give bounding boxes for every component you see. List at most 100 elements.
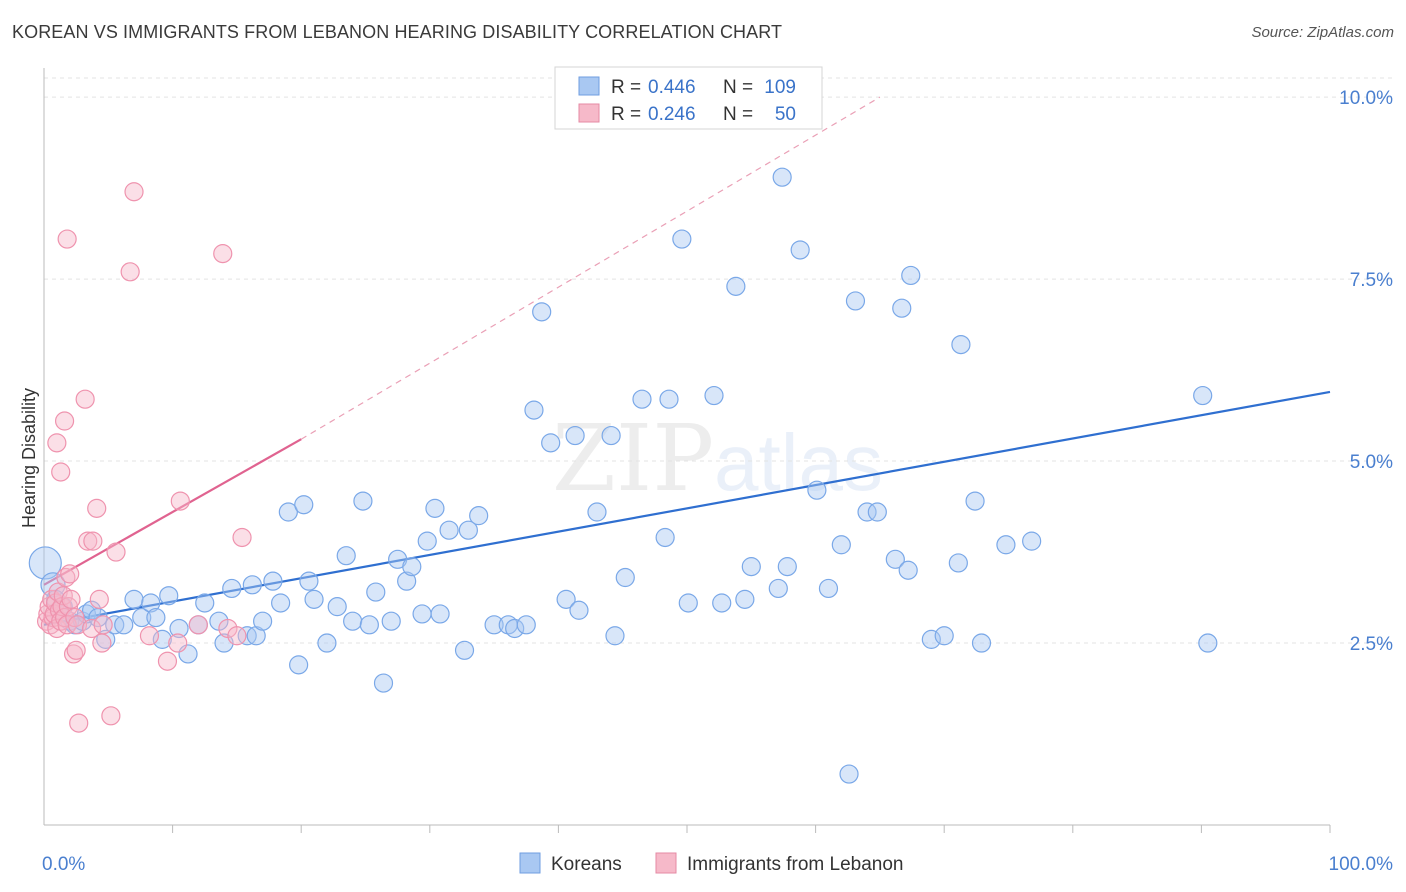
watermark-atlas: atlas [714,418,883,507]
point-lebanon [66,640,86,660]
point-lebanon [170,491,190,511]
point-koreans [678,593,698,613]
point-lebanon [227,626,247,646]
point-koreans [417,531,437,551]
point-koreans [141,593,161,613]
point-lebanon [93,615,113,635]
point-koreans [263,571,283,591]
point-koreans [524,400,544,420]
data-points [28,167,1218,784]
y-tick-label: 2.5% [1350,634,1393,655]
source-note: Source: ZipAtlas.com [1251,24,1394,41]
point-koreans [857,502,877,522]
point-koreans [454,640,475,660]
point-koreans [304,589,324,609]
point-koreans [469,506,489,526]
point-koreans [901,265,921,286]
x-tick-label-min: 0.0% [42,854,85,875]
point-koreans [271,593,291,613]
trend-line-lebanon [43,438,302,586]
point-koreans [169,618,189,639]
point-lebanon [75,389,95,409]
y-axis-label: Hearing Disability [19,388,39,528]
point-koreans [569,600,589,620]
point-koreans [892,298,912,318]
point-koreans [807,480,827,500]
legend-r-value-lebanon: 0.246 [648,104,696,125]
point-koreans [381,611,401,631]
point-koreans [965,491,985,511]
legend-r-value-koreans: 0.446 [648,77,696,98]
point-koreans [439,520,459,540]
point-koreans [28,546,62,580]
point-lebanon [157,651,178,671]
legend-n-label-koreans: N = [723,77,753,98]
point-koreans [402,557,422,577]
point-koreans [735,589,755,609]
bottom-legend-label-koreans: Koreans [551,854,622,875]
legend-r-label-lebanon: R = [611,104,641,125]
point-koreans [124,589,144,609]
point-lebanon [81,618,102,639]
point-koreans [601,425,621,446]
point-lebanon [106,542,126,562]
y-tick-label: 5.0% [1350,452,1393,473]
point-koreans [948,553,968,573]
point-koreans [741,557,761,577]
trend-line-koreans [43,390,1331,626]
point-lebanon [65,607,85,628]
point-lebanon [54,411,75,431]
point-koreans [1198,633,1218,653]
point-koreans [605,626,625,646]
point-koreans [996,535,1016,555]
point-koreans [132,607,152,628]
point-koreans [777,557,797,577]
point-koreans [159,586,179,606]
point-koreans [366,582,386,602]
point-koreans [885,549,905,569]
point-lebanon [61,589,81,609]
point-koreans [672,229,692,249]
point-koreans [412,604,432,624]
point-lebanon [92,633,112,653]
point-koreans [818,578,839,599]
legend-swatch-koreans [578,76,600,96]
point-koreans [353,491,373,511]
point-koreans [146,607,166,628]
point-koreans [704,385,724,406]
watermark-zip: ZIP [552,405,714,512]
point-lebanon [188,615,208,635]
point-koreans [839,764,859,784]
point-lebanon [168,633,188,653]
point-koreans [195,593,215,613]
point-lebanon [51,462,71,482]
legend-n-label-lebanon: N = [723,104,753,125]
point-lebanon [124,182,144,202]
point-koreans [397,571,417,591]
point-lebanon [67,615,88,635]
y-tick-label: 7.5% [1350,270,1393,291]
point-koreans [336,546,356,566]
point-koreans [659,389,679,409]
point-koreans [114,615,134,635]
point-koreans [294,495,314,515]
point-koreans [327,597,347,617]
point-lebanon [69,713,89,733]
point-koreans [790,240,810,260]
point-koreans [317,633,337,653]
series-legend: Koreans Immigrants from Lebanon [519,852,904,875]
point-lebanon [58,597,79,617]
y-axis-tick-labels: 2.5% 5.0% 7.5% 10.0% [1339,88,1393,655]
point-lebanon [120,262,140,282]
point-koreans [359,615,379,635]
point-koreans [278,502,298,522]
point-lebanon [232,527,252,548]
point-koreans [934,626,954,646]
point-koreans [516,615,536,635]
point-koreans [458,520,478,540]
watermark: ZIP atlas [552,405,883,512]
point-koreans [712,593,732,613]
chart-title: KOREAN VS IMMIGRANTS FROM LEBANON HEARIN… [12,22,783,42]
x-tick-label-max: 100.0% [1329,854,1394,875]
